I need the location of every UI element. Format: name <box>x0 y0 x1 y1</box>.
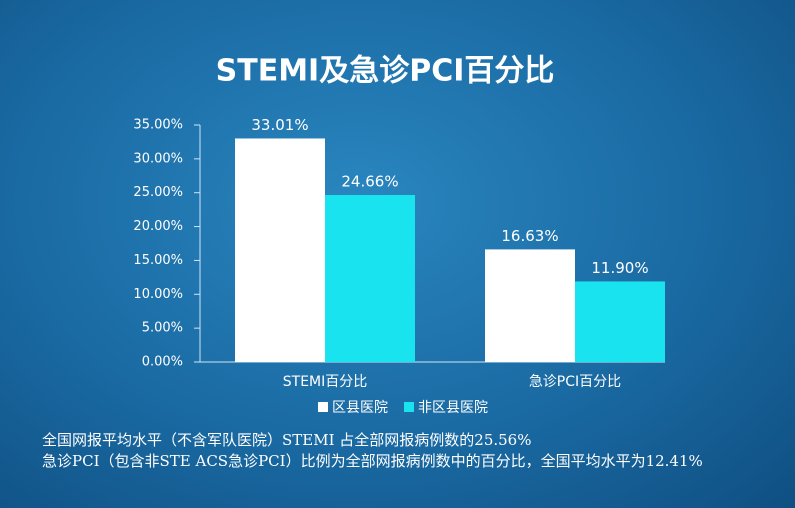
value-label: 33.01% <box>251 116 308 134</box>
x-tick-label: 急诊PCI百分比 <box>529 374 621 390</box>
value-label: 24.66% <box>341 173 398 191</box>
legend-swatch <box>404 402 414 412</box>
bar <box>575 281 665 362</box>
y-tick-label: 30.00% <box>133 151 183 166</box>
y-tick-label: 25.00% <box>133 185 183 200</box>
legend-label: 非区县医院 <box>418 400 488 416</box>
y-tick-label: 35.00% <box>133 118 183 133</box>
chart-title: STEMI及急诊PCI百分比 <box>216 54 555 89</box>
note: 全国网报平均水平（不含军队医院）STEMI 占全部网报病例数的25.56% <box>42 431 532 449</box>
y-tick-label: 10.00% <box>133 287 183 302</box>
y-tick-label: 15.00% <box>133 253 183 268</box>
y-tick-label: 20.00% <box>133 219 183 234</box>
y-tick-label: 0.00% <box>142 355 183 370</box>
bar <box>235 138 325 362</box>
note: 急诊PCI（包含非STE ACS急诊PCI）比例为全部网报病例数中的百分比，全国… <box>42 452 703 470</box>
y-tick-label: 5.00% <box>142 321 183 336</box>
legend-swatch <box>318 402 328 412</box>
value-label: 16.63% <box>501 227 558 245</box>
x-tick-label: STEMI百分比 <box>283 374 368 390</box>
chart: STEMI及急诊PCI百分比 0.00% 5.00% 10.00% 15.00% 20.… <box>133 54 665 416</box>
legend-label: 区县医院 <box>332 400 388 416</box>
value-label: 11.90% <box>591 259 648 277</box>
bar <box>485 249 575 362</box>
bar <box>325 195 415 362</box>
notes: 全国网报平均水平（不含军队医院）STEMI 占全部网报病例数的25.56% 急诊… <box>42 430 772 472</box>
